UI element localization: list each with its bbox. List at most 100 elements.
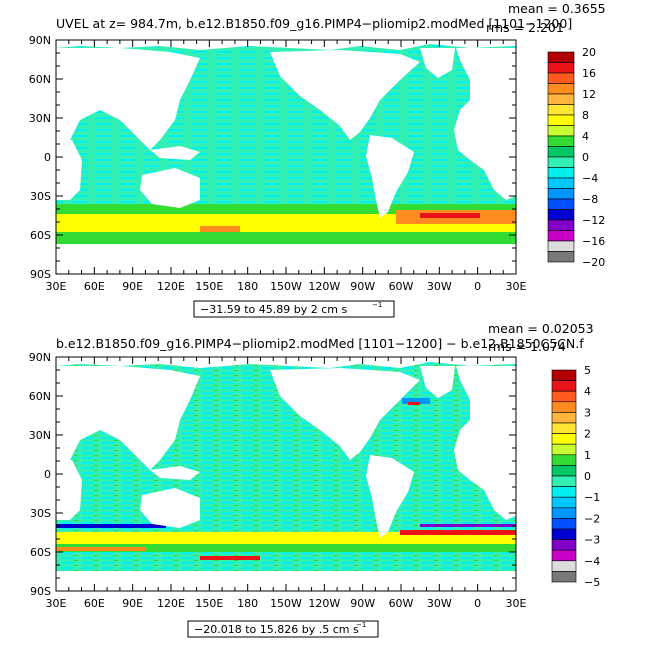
panel-2-rms: rms = 1.074 xyxy=(488,339,566,354)
panel-1: UVEL at z= 984.7m, b.e12.B1850.f09_g16.P… xyxy=(29,1,606,318)
colorbar-swatch xyxy=(551,369,577,381)
panel-2-range-text: −20.018 to 15.826 by .5 cm s xyxy=(194,623,359,636)
colorbar-label: −2 xyxy=(584,512,600,525)
colorbar-swatch xyxy=(547,209,575,221)
colorbar-swatch xyxy=(551,549,577,562)
asia-land xyxy=(56,366,200,470)
lat-label: 30S xyxy=(30,190,51,203)
acc-band-green xyxy=(56,544,516,552)
colorbar-swatch xyxy=(551,475,577,487)
lon-label: 30E xyxy=(506,280,527,293)
panel-1-title: UVEL at z= 984.7m, b.e12.B1850.f09_g16.P… xyxy=(56,16,572,31)
colorbar-swatch xyxy=(547,62,575,74)
lon-label: 150W xyxy=(270,280,302,293)
colorbar-swatch xyxy=(547,240,575,252)
lon-label: 120W xyxy=(308,280,340,293)
nordic-seas-feature-red xyxy=(408,402,420,405)
lat-label: 90S xyxy=(30,268,51,281)
lat-label: 60N xyxy=(29,73,51,86)
lat-label: 90N xyxy=(29,34,51,47)
africa-land-east xyxy=(454,48,516,200)
colorbar-swatch xyxy=(547,177,575,189)
greenland-land xyxy=(420,366,455,398)
acc-band-red xyxy=(400,530,516,535)
lon-label: 90W xyxy=(350,280,375,293)
colorbar-swatch xyxy=(547,114,575,126)
lat-label: 60S xyxy=(30,229,51,242)
colorbar-swatch xyxy=(551,465,577,477)
lon-label: 0 xyxy=(474,597,481,610)
colorbar-swatch xyxy=(547,198,575,210)
lon-label: 90E xyxy=(122,597,143,610)
africa-land xyxy=(56,140,82,200)
colorbar-label: 5 xyxy=(584,364,591,377)
lon-label: 150E xyxy=(195,597,223,610)
maritime-continent-land xyxy=(150,146,200,160)
colorbar-label: 16 xyxy=(582,67,596,80)
colorbar-label: 0 xyxy=(584,470,591,483)
lon-label: 90W xyxy=(350,597,375,610)
lon-label: 30W xyxy=(427,280,452,293)
colorbar-swatch xyxy=(551,560,577,572)
colorbar-swatch xyxy=(547,93,575,105)
colorbar-label: 2 xyxy=(584,428,591,441)
lon-label: 30E xyxy=(46,597,67,610)
lat-label: 30S xyxy=(30,507,51,520)
colorbar-swatch xyxy=(551,539,577,551)
panel-2-colorbar: 5 4 3 2 1 0 −1 −2 −3 −4 −5 xyxy=(551,364,600,589)
colorbar-label: −4 xyxy=(582,172,598,185)
north-america-land xyxy=(270,368,420,460)
panel-1-mean: mean = 0.3655 xyxy=(508,1,606,16)
panel-1-range-exp: −1 xyxy=(372,301,382,309)
colorbar-label: 4 xyxy=(584,385,591,398)
colorbar-swatch xyxy=(551,401,577,413)
colorbar-label: −8 xyxy=(582,193,598,206)
lat-label: 0 xyxy=(44,151,51,164)
panel-1-map xyxy=(55,39,517,275)
colorbar-swatch xyxy=(547,135,575,147)
panel-2-mean: mean = 0.02053 xyxy=(488,321,594,336)
colorbar-swatch xyxy=(551,507,577,519)
colorbar-label: 20 xyxy=(582,46,596,59)
colorbar-swatch xyxy=(551,380,577,392)
colorbar-swatch xyxy=(547,83,575,95)
lon-label: 30E xyxy=(506,597,527,610)
colorbar-swatch xyxy=(547,167,575,179)
colorbar-swatch xyxy=(551,390,577,403)
colorbar-swatch xyxy=(547,146,575,158)
lon-label: 30W xyxy=(427,597,452,610)
colorbar-swatch xyxy=(551,412,577,424)
colorbar-label: −20 xyxy=(582,256,605,269)
lat-label: 60S xyxy=(30,546,51,559)
colorbar-label: 8 xyxy=(582,109,589,122)
lat-label: 90S xyxy=(30,585,51,598)
colorbar-label: 3 xyxy=(584,406,591,419)
africa-land xyxy=(56,460,82,520)
lon-label: 120E xyxy=(157,597,185,610)
greenland-land xyxy=(420,48,455,78)
lat-label: 30N xyxy=(29,429,51,442)
north-america-land xyxy=(270,50,420,140)
colorbar-label: −1 xyxy=(584,491,600,504)
colorbar-swatch xyxy=(547,51,575,63)
africa-land-east xyxy=(454,366,516,520)
lon-label: 150E xyxy=(195,280,223,293)
colorbar-swatch xyxy=(551,528,577,540)
lon-label: 0 xyxy=(474,280,481,293)
panel-2-map xyxy=(55,356,517,592)
south-america-land xyxy=(366,455,414,538)
colorbar-swatch xyxy=(551,518,577,530)
maritime-continent-land xyxy=(150,466,200,480)
colorbar-swatch xyxy=(547,230,575,242)
colorbar-label: −4 xyxy=(584,555,600,568)
asia-land xyxy=(56,48,200,150)
acc-band-green-low xyxy=(56,232,516,244)
acc-band-orange xyxy=(56,547,146,551)
panel-1-range-text: −31.59 to 45.89 by 2 cm s xyxy=(200,303,347,316)
colorbar-label: −5 xyxy=(584,576,600,589)
colorbar-label: 0 xyxy=(582,151,589,164)
lat-label: 60N xyxy=(29,390,51,403)
